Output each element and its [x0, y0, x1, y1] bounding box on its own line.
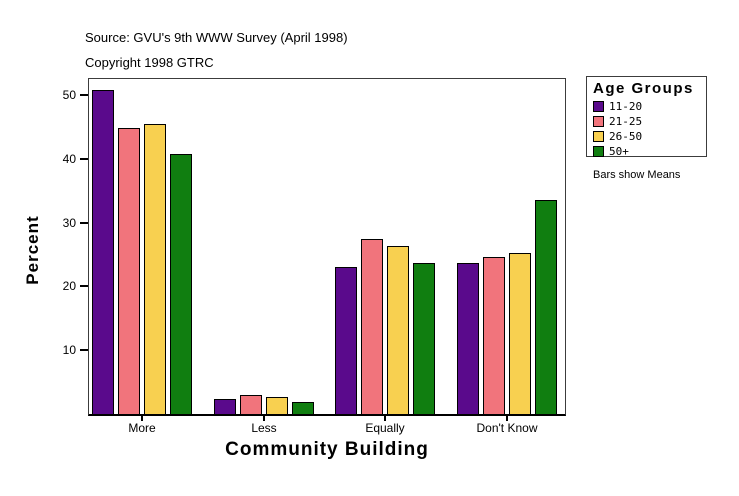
x-tick-more: [141, 416, 143, 421]
legend-title: Age Groups: [593, 80, 694, 97]
x-axis-title: Community Building: [225, 439, 429, 460]
y-axis-title: Percent: [23, 215, 42, 285]
legend-label-26-50: 26-50: [609, 130, 643, 143]
copyright-text: Copyright 1998 GTRC: [85, 55, 214, 70]
bar-less-21-25: [240, 395, 262, 414]
bar-don-t-know-21-25: [483, 257, 505, 414]
bar-equally-26-50: [387, 246, 409, 414]
legend-swatch-50: [593, 146, 604, 157]
bar-don-t-know-11-20: [457, 263, 479, 414]
legend-note: Bars show Means: [593, 169, 681, 181]
legend-label-21-25: 21-25: [609, 115, 643, 128]
bar-less-11-20: [214, 399, 236, 414]
bar-more-50: [170, 154, 192, 414]
source-text: Source: GVU's 9th WWW Survey (April 1998…: [85, 30, 348, 45]
legend-swatch-21-25: [593, 116, 604, 127]
legend-item-21-25: 21-25: [593, 114, 700, 129]
y-tick-label-10: 10: [62, 343, 76, 357]
y-tick-label-40: 40: [62, 152, 76, 166]
bar-more-11-20: [92, 90, 114, 414]
legend-box: Age Groups 11-20 21-25 26-50 50+: [586, 76, 707, 159]
legend-swatch-11-20: [593, 101, 604, 112]
bar-less-26-50: [266, 397, 288, 414]
y-tick-label-50: 50: [62, 88, 76, 102]
x-tick-less: [263, 416, 265, 421]
legend-swatch-26-50: [593, 131, 604, 142]
legend-item-11-20: 11-20: [593, 99, 700, 114]
bar-don-t-know-26-50: [509, 253, 531, 414]
legend-label-50: 50+: [609, 145, 629, 158]
bar-equally-21-25: [361, 239, 383, 414]
bar-equally-11-20: [335, 267, 357, 414]
x-tick-label-less: Less: [251, 421, 277, 435]
legend-item-50: 50+: [593, 144, 700, 159]
y-tick-40: [80, 158, 88, 160]
bar-don-t-know-50: [535, 200, 557, 414]
x-tick-equally: [384, 416, 386, 421]
y-tick-50: [80, 94, 88, 96]
y-tick-10: [80, 349, 88, 351]
legend-items: 11-20 21-25 26-50 50+: [593, 99, 700, 159]
y-tick-30: [80, 222, 88, 224]
bar-more-21-25: [118, 128, 140, 414]
bar-less-50: [292, 402, 314, 414]
legend-item-26-50: 26-50: [593, 129, 700, 144]
plot-area: [88, 78, 566, 416]
bar-equally-50: [413, 263, 435, 414]
y-tick-20: [80, 285, 88, 287]
y-tick-label-20: 20: [62, 279, 76, 293]
legend-label-11-20: 11-20: [609, 100, 643, 113]
x-tick-don-t-know: [506, 416, 508, 421]
x-tick-label-equally: Equally: [365, 421, 405, 435]
bar-more-26-50: [144, 124, 166, 414]
y-tick-label-30: 30: [62, 216, 76, 230]
x-tick-label-don-t-know: Don't Know: [476, 421, 538, 435]
x-tick-label-more: More: [128, 421, 156, 435]
